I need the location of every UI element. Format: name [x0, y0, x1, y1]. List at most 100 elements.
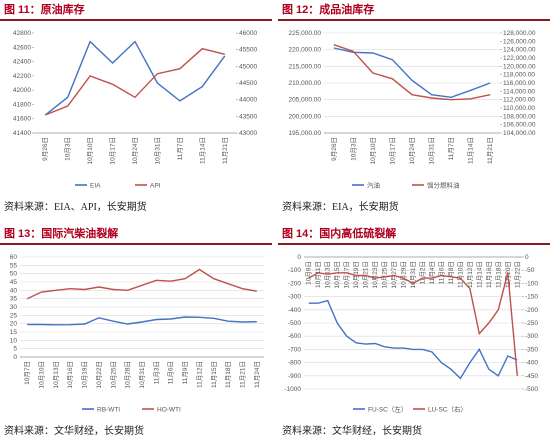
y-tick-label: 60	[10, 254, 18, 261]
y-tick-label: 205,000.00	[288, 97, 321, 104]
y2-tick-label: -50	[525, 267, 535, 274]
panel: 图 12：成品油库存 195,000.00 200,000.00 205,000.0…	[278, 2, 550, 217]
y2-tick-label: -500	[525, 386, 538, 393]
legend-label: EIA	[90, 183, 101, 190]
legend-label: HO-WTI	[157, 407, 181, 414]
x-tick-label: 10月28日	[124, 361, 132, 388]
x-tick-label: 10月3日	[349, 137, 357, 161]
y-tick-label: -200	[288, 280, 301, 287]
x-tick-label: 10月15日	[333, 261, 341, 288]
y-tick-label: 5	[13, 346, 17, 353]
y2-tick-label: 45500	[239, 47, 257, 54]
x-tick-label: 10月23日	[371, 261, 379, 288]
y-tick-label: 50	[10, 271, 18, 278]
y-tick-label: 30	[10, 304, 18, 311]
chart: 41400 41600 41800 42000 42200 42400 42600 42800…	[13, 30, 258, 190]
legend-label: LU-SC（右）	[428, 405, 467, 414]
x-tick-label: 11月6日	[167, 361, 175, 384]
x-tick-label: 10月24日	[408, 137, 416, 164]
y-tick-label: 25	[10, 312, 18, 319]
legend-label: RB-WTI	[97, 407, 120, 414]
figure-title: 图 11：原油库存	[0, 2, 272, 21]
y-tick-label: 215,000.00	[288, 63, 321, 70]
y2-tick-label: 44000	[239, 97, 257, 104]
y2-tick-label: 104,000.00	[503, 130, 536, 137]
x-tick-label: 10月31日	[409, 261, 417, 288]
y-tick-label: 42800	[13, 30, 31, 37]
y-tick-label: 42400	[13, 59, 31, 66]
y2-tick-label: -150	[525, 294, 538, 301]
x-tick-label: 11月14日	[198, 137, 206, 164]
y2-tick-label: -350	[525, 346, 538, 353]
series-line	[26, 268, 257, 300]
y2-tick-label: 126,000.00	[503, 38, 536, 45]
y-tick-label: 225,000.00	[288, 30, 321, 37]
x-tick-label: 10月25日	[109, 361, 117, 388]
panel: 图 14：国内高低硫裂解 0 -100 -200 -300 -400 -500 -600 -7…	[278, 226, 550, 441]
x-tick-label: 10月10日	[369, 137, 377, 164]
x-tick-label: 10月29日	[400, 261, 408, 288]
y2-tick-label: 124,000.00	[503, 47, 536, 54]
y2-tick-label: 44500	[239, 80, 257, 87]
series-line	[333, 44, 491, 101]
y-tick-label: -800	[288, 360, 301, 367]
y-tick-label: 45	[10, 279, 18, 286]
y-tick-label: 0	[297, 254, 301, 261]
y-tick-label: -700	[288, 346, 301, 353]
series-line	[27, 316, 257, 326]
x-tick-label: 10月22日	[95, 361, 103, 388]
y-tick-label: 40	[10, 287, 18, 294]
x-tick-label: 10月17日	[109, 137, 117, 164]
x-tick-label: 11月18日	[494, 261, 502, 288]
chart: 195,000.00 200,000.00 205,000.00 210,000.00…	[288, 30, 536, 190]
figure-title: 图 14：国内高低硫裂解	[278, 226, 550, 245]
y2-tick-label: 43000	[239, 130, 257, 137]
y2-tick-label: 122,000.00	[503, 55, 536, 62]
y-tick-label: -900	[288, 373, 301, 380]
y-tick-label: 41600	[13, 116, 31, 123]
x-tick-label: 11月7日	[176, 137, 184, 160]
x-tick-label: 11月12日	[466, 261, 474, 288]
x-tick-label: 11月2日	[418, 261, 426, 284]
source: 资料来源：EIA、API，长安期货	[4, 202, 147, 213]
x-tick-label: 11月4日	[428, 261, 436, 284]
x-tick-label: 11月3日	[152, 361, 160, 384]
y2-tick-label: 114,000.00	[503, 88, 535, 95]
y-tick-label: -400	[288, 307, 301, 314]
legend-label: 汽油	[367, 181, 380, 190]
y-tick-label: -100	[288, 267, 301, 274]
y-tick-label: 20	[10, 321, 18, 328]
y2-tick-label: -100	[525, 280, 538, 287]
y-tick-label: 35	[10, 296, 18, 303]
legend-label: API	[150, 183, 161, 190]
x-tick-label: 10月16日	[66, 361, 74, 388]
y2-tick-label: 128,000.00	[503, 30, 536, 37]
y-tick-label: 200,000.00	[288, 113, 321, 120]
y2-tick-label: 43500	[239, 113, 257, 120]
y2-tick-label: 116,000.00	[503, 80, 535, 87]
x-tick-label: 11月6日	[437, 261, 445, 284]
y-tick-label: 195,000.00	[288, 130, 321, 137]
y-tick-label: 41800	[13, 101, 31, 108]
y-tick-label: 0	[13, 354, 17, 361]
x-tick-label: 10月10日	[86, 137, 94, 164]
panel: 图 13：国际汽柴油裂解 0 5 10 15 20 25 30 35 40 45 50 55 60 10月…	[0, 226, 272, 441]
y-tick-label: 42600	[13, 44, 31, 51]
x-tick-label: 10月7日	[23, 361, 31, 385]
x-tick-label: 10月31日	[138, 361, 146, 388]
panel: 图 11：原油库存 41400 41600 41800 42000 42200 42400…	[0, 2, 272, 217]
x-tick-label: 10月9日	[305, 261, 313, 285]
x-tick-label: 11月7日	[447, 137, 455, 160]
x-tick-label: 10月3日	[64, 137, 72, 161]
y-tick-label: 220,000.00	[288, 47, 321, 54]
series-line	[308, 272, 518, 376]
y-tick-label: 15	[10, 329, 18, 336]
y-tick-label: 42000	[13, 87, 31, 94]
x-tick-label: 11月22日	[513, 261, 521, 288]
x-tick-label: 10月24日	[131, 137, 139, 164]
x-tick-label: 10月27日	[390, 261, 398, 288]
x-tick-label: 9月26日	[330, 137, 338, 161]
x-tick-label: 11月10日	[456, 261, 464, 288]
x-tick-label: 10月19日	[352, 261, 360, 288]
y2-tick-label: -250	[525, 320, 538, 327]
